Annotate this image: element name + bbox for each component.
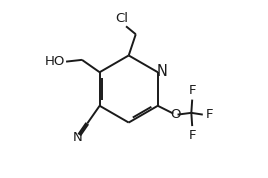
Text: HO: HO [45,55,65,68]
Text: F: F [206,108,214,121]
Text: N: N [156,64,167,79]
Text: Cl: Cl [115,12,128,25]
Text: F: F [188,84,196,97]
Text: N: N [73,131,83,144]
Text: F: F [188,129,196,142]
Text: O: O [170,108,181,121]
